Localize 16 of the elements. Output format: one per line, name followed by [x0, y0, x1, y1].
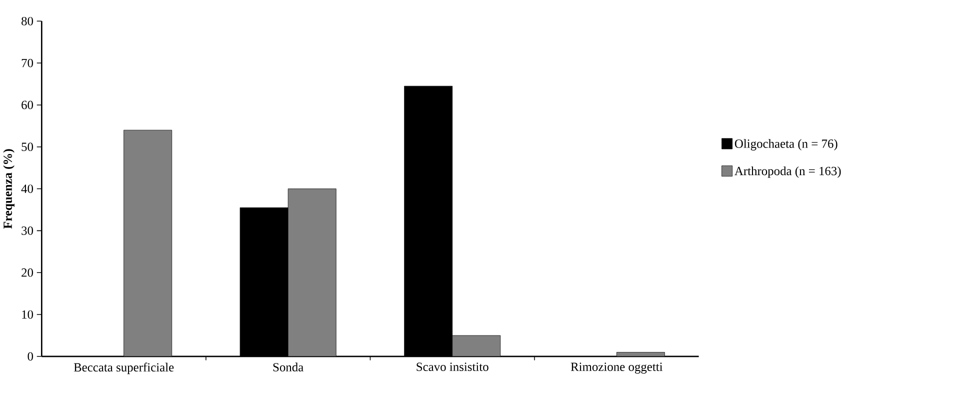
y-tick-label: 30: [22, 226, 34, 235]
x-tick-label: Scavo insistito: [416, 362, 488, 371]
y-tick-label: 60: [22, 100, 34, 109]
y-tick-label: 80: [22, 16, 34, 26]
y-tick-label: 50: [22, 142, 34, 151]
y-tick-label: 40: [21, 184, 34, 193]
y-tick-label: 10: [22, 310, 34, 319]
y-tick-label: 70: [22, 58, 34, 68]
legend-label: Arthropoda (n = 163): [734, 166, 841, 178]
y-axis-title: Frequenza (%): [3, 148, 14, 229]
x-tick-label: Rimozione oggetti: [570, 362, 663, 374]
x-tick-label: Beccata superficiale: [74, 362, 174, 374]
y-tick-label: 20: [22, 268, 34, 277]
y-tick-label: 0: [28, 352, 34, 360]
x-tick-label: Sonda: [273, 362, 304, 372]
legend-label: Oligochaeta (n = 76): [734, 138, 838, 150]
